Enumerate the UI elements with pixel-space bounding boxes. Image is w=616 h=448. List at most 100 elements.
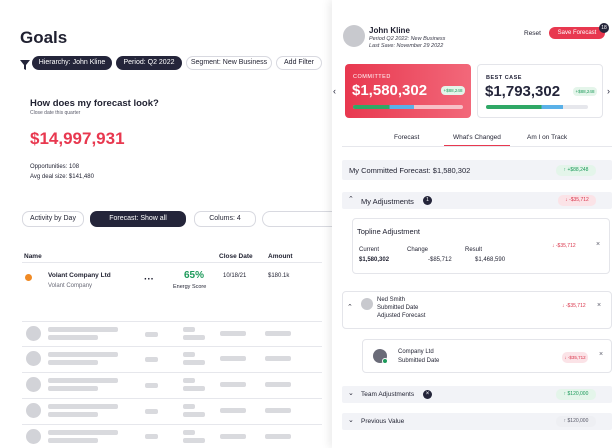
team-adjustments-label: Team Adjustments — [361, 391, 415, 398]
ned-delta-value: -$35,712 — [565, 303, 586, 309]
current-label: Current — [359, 247, 380, 253]
team-adjustments-row[interactable]: ⌄ Team Adjustments × ↑ $120,000 — [342, 386, 612, 403]
close-icon[interactable]: × — [597, 302, 602, 309]
company-submitted-date: Submitted Date — [398, 358, 440, 364]
user-period: Period Q2 2022: New Business — [369, 36, 446, 42]
committed-value: $1,580,302 — [352, 82, 428, 99]
tab-am-i-on-track[interactable]: Am I on Track — [527, 134, 568, 141]
topline-card[interactable]: Topline Adjustment Current $1,580,302 Ch… — [352, 218, 610, 274]
save-count-badge: 18 — [599, 23, 609, 33]
forecast-card: How does my forecast look? Close date th… — [22, 82, 322, 192]
change-label: Change — [407, 247, 429, 253]
committed-forecast-row[interactable]: My Committed Forecast: $1,580,302 ↑ +$88… — [342, 160, 612, 180]
filter-period[interactable]: Period: Q2 2022 — [116, 56, 182, 70]
tab-forecast[interactable]: Forecast — [394, 134, 420, 141]
tab-whats-changed[interactable]: What's Changed — [453, 134, 501, 141]
row-company: Volant Company — [48, 283, 93, 289]
current-value: $1,580,302 — [359, 257, 390, 263]
chevron-up-icon[interactable]: ⌃ — [347, 304, 353, 311]
best-case-value: $1,793,302 — [485, 83, 561, 100]
topline-title: Topline Adjustment — [357, 227, 420, 236]
committed-label: COMMITTED — [353, 74, 391, 80]
ned-delta: ↓ -$35,712 — [562, 303, 586, 309]
team-adjustments-delta: ↑ $120,000 — [556, 389, 596, 400]
close-icon[interactable]: × — [423, 390, 432, 399]
my-adjustments-delta-value: -$35,712 — [569, 197, 589, 203]
company-card[interactable]: Company Ltd Submitted Date ↓ -$35,712 × — [362, 339, 612, 373]
filter-hierarchy[interactable]: Hierarchy: John Kline — [32, 56, 112, 70]
committed-forecast-label: My Committed Forecast: $1,580,302 — [349, 166, 471, 175]
topline-delta-value: -$35,712 — [555, 243, 576, 249]
reset-button[interactable]: Reset — [524, 30, 541, 37]
chevron-down-icon[interactable]: ⌄ — [348, 390, 354, 397]
best-case-progress — [486, 105, 588, 109]
company-name: Company Ltd — [398, 349, 434, 355]
header-divider — [22, 262, 322, 263]
tabs-divider — [342, 146, 612, 147]
last-save: Last Save: November 29 2022 — [369, 43, 444, 49]
column-header-close-date[interactable]: Close Date — [219, 253, 253, 260]
tab-activity-by-day[interactable]: Activity by Day — [22, 211, 84, 227]
avatar — [343, 25, 365, 47]
columns-selector[interactable]: Colums: 4 — [194, 211, 256, 227]
team-adjustments-delta-value: $120,000 — [567, 391, 589, 397]
previous-value-row[interactable]: ⌄ Previous Value ↑ $120,000 — [342, 413, 612, 430]
company-delta: ↓ -$35,712 — [562, 352, 588, 363]
best-case-delta: +$88,248 — [573, 87, 597, 96]
previous-value-label: Previous Value — [361, 418, 405, 425]
forecast-subtitle: Close date this quarter — [30, 110, 81, 116]
status-dot-icon — [382, 358, 388, 364]
avg-deal-size: Avg deal size: $141,480 — [30, 174, 94, 180]
ned-adjusted-forecast: Adjusted Forecast — [377, 313, 426, 319]
energy-score-label: Energy Score — [173, 284, 207, 290]
ned-smith-card[interactable]: ⌃ Ned Smith Submitted Date Adjusted Fore… — [342, 291, 612, 329]
row-more-icon[interactable]: ··· — [144, 274, 154, 285]
tab-active-underline — [444, 145, 510, 146]
status-dot-icon — [25, 274, 32, 281]
committed-forecast-delta-value: +$88,248 — [567, 167, 589, 173]
chevron-left-icon[interactable]: ‹ — [333, 86, 336, 96]
forecast-amount: $14,997,931 — [30, 129, 125, 148]
filter-icon[interactable] — [20, 57, 30, 75]
filter-segment[interactable]: Segment: New Business — [186, 56, 272, 70]
company-delta-value: -$35,712 — [567, 355, 586, 360]
column-header-amount[interactable]: Amount — [268, 253, 293, 260]
committed-progress — [353, 105, 463, 109]
committed-forecast-delta: ↑ +$88,248 — [556, 165, 596, 176]
user-name: John Kline — [369, 26, 410, 35]
previous-value-delta-value: $120,000 — [567, 418, 589, 424]
close-icon[interactable]: × — [599, 351, 604, 358]
opportunities-count: Opportunities: 108 — [30, 164, 80, 170]
avatar — [361, 298, 373, 310]
result-label: Result — [465, 247, 483, 253]
row-name[interactable]: Volant Company Ltd — [48, 272, 111, 279]
result-value: $1,468,590 — [475, 257, 506, 263]
topline-delta: ↓ -$35,712 — [552, 243, 576, 249]
save-forecast-button[interactable]: Save Forecast — [549, 27, 605, 39]
my-adjustments-row[interactable]: ⌃ My Adjustments 1 ↓ -$35,712 — [342, 192, 612, 209]
row-amount: $180.1k — [268, 273, 290, 279]
forecast-question: How does my forecast look? — [30, 98, 159, 109]
column-header-name[interactable]: Name — [24, 253, 42, 260]
ned-submitted-date: Submitted Date — [377, 305, 419, 311]
tab-forecast-show-all[interactable]: Forecast: Show all — [90, 211, 186, 227]
add-filter-button[interactable]: Add Filter — [276, 56, 322, 70]
search-pill[interactable] — [262, 211, 342, 227]
my-adjustments-label: My Adjustments — [361, 197, 414, 206]
best-case-card[interactable]: BEST CASE $1,793,302 +$88,248 — [477, 64, 603, 118]
my-adjustments-delta: ↓ -$35,712 — [558, 195, 596, 206]
row-close-date: 10/18/21 — [223, 273, 247, 279]
table-row[interactable]: Volant Company Ltd Volant Company ··· 65… — [22, 266, 322, 296]
chevron-up-icon[interactable]: ⌃ — [348, 196, 354, 203]
committed-card[interactable]: COMMITTED $1,580,302 +$88,248 — [345, 64, 471, 118]
close-icon[interactable]: × — [596, 241, 601, 248]
energy-score: 65% — [184, 270, 205, 281]
previous-value-delta: ↑ $120,000 — [556, 416, 596, 427]
ned-name: Ned Smith — [377, 297, 406, 303]
change-value: -$85,712 — [428, 257, 452, 263]
my-adjustments-count: 1 — [423, 196, 432, 205]
committed-delta: +$88,248 — [441, 86, 465, 95]
page-title: Goals — [20, 28, 68, 47]
chevron-down-icon[interactable]: ⌄ — [348, 417, 354, 424]
chevron-right-icon[interactable]: › — [607, 86, 610, 96]
